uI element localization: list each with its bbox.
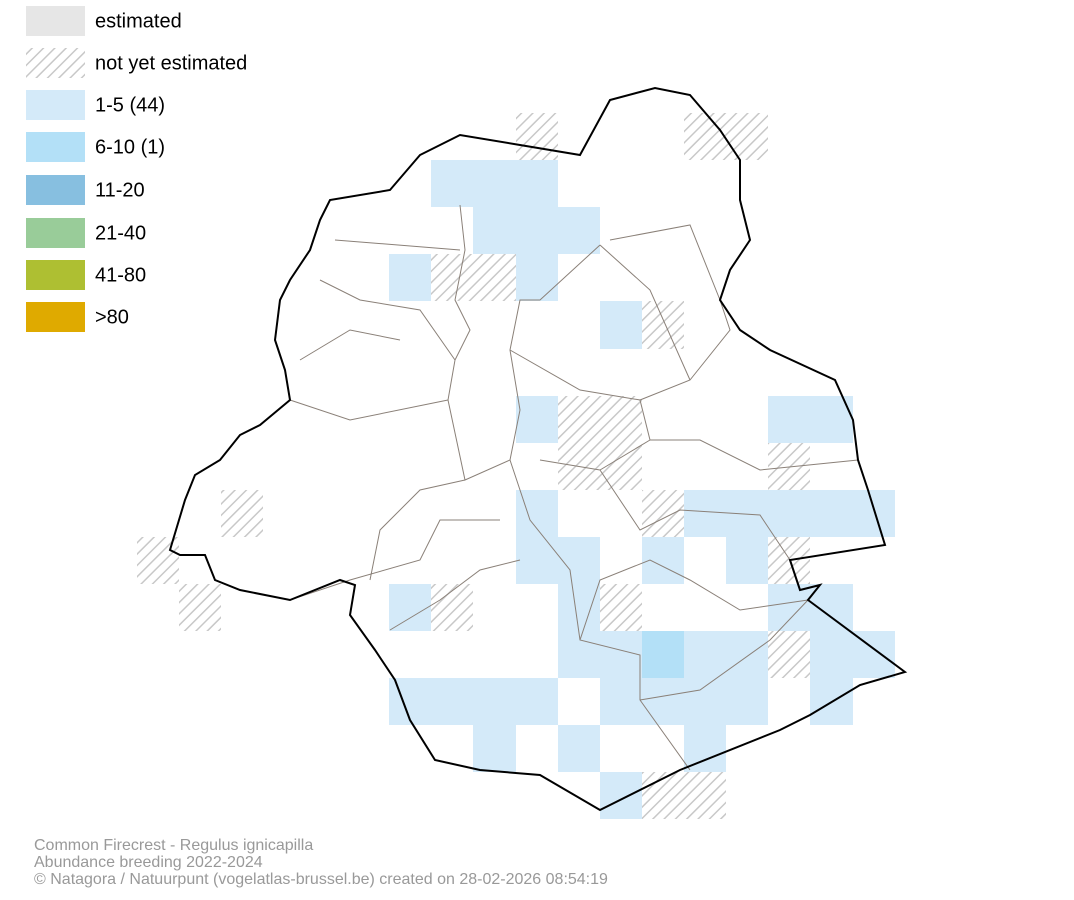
grid-cell (642, 301, 684, 349)
municipal-borders (239, 204, 859, 771)
grid-cell (768, 443, 810, 490)
grid-cell (642, 631, 684, 678)
legend-swatch (26, 6, 85, 36)
grid-cell (431, 254, 516, 301)
grid-cell (473, 207, 600, 254)
grid-cell (221, 490, 263, 537)
legend-label: 1-5 (44) (95, 94, 165, 116)
legend-swatch (26, 260, 85, 290)
grid-cell (684, 631, 768, 678)
grid-cell (768, 537, 810, 584)
grid-cell (726, 537, 768, 584)
legend-label: 41-80 (95, 264, 146, 286)
footer-line: © Natagora / Natuurpunt (vogelatlas-brus… (34, 871, 608, 888)
grid-cell (516, 537, 600, 584)
grid-cell (642, 772, 726, 819)
legend-label: estimated (95, 10, 182, 32)
grid-cell (558, 584, 600, 631)
grid-cell (642, 490, 684, 537)
grid-cell (558, 725, 600, 772)
legend-label: not yet estimated (95, 52, 247, 74)
footer: Common Firecrest - Regulus ignicapillaAb… (34, 837, 608, 888)
grid-cell (684, 490, 895, 537)
grid-cell (179, 584, 221, 631)
grid-cell (516, 396, 558, 443)
legend-label: >80 (95, 306, 129, 328)
grid-cells (137, 113, 895, 819)
legend-swatch (26, 132, 85, 162)
grid-cell (473, 725, 516, 772)
grid-cell (600, 301, 642, 349)
grid-cell (389, 678, 558, 725)
region-outline (168, 86, 908, 812)
grid-cell (558, 396, 642, 490)
legend-swatch (26, 218, 85, 248)
legend-swatch (26, 90, 85, 120)
grid-cell (431, 160, 558, 207)
grid-cell (558, 631, 642, 678)
grid-cell (768, 396, 853, 443)
grid-cell (768, 631, 810, 678)
grid-cell (431, 584, 473, 631)
footer-line: Abundance breeding 2022-2024 (34, 854, 263, 871)
grid-cell (389, 254, 431, 301)
grid-cell (600, 772, 642, 819)
grid-cell (516, 113, 558, 160)
legend-label: 6-10 (1) (95, 136, 165, 158)
legend-label: 21-40 (95, 222, 146, 244)
grid-cell (389, 584, 431, 631)
footer-line: Common Firecrest - Regulus ignicapilla (34, 837, 313, 854)
grid-cell (600, 584, 642, 631)
legend-swatch (26, 48, 85, 78)
grid-cell (600, 678, 768, 725)
grid-cell (684, 113, 768, 160)
legend-label: 11-20 (95, 179, 145, 201)
legend-swatch (26, 175, 85, 205)
legend: estimated not yet estimated 1-5 (44) 6-10 (… (26, 6, 247, 332)
grid-cell (684, 725, 726, 772)
legend-swatch (26, 302, 85, 332)
